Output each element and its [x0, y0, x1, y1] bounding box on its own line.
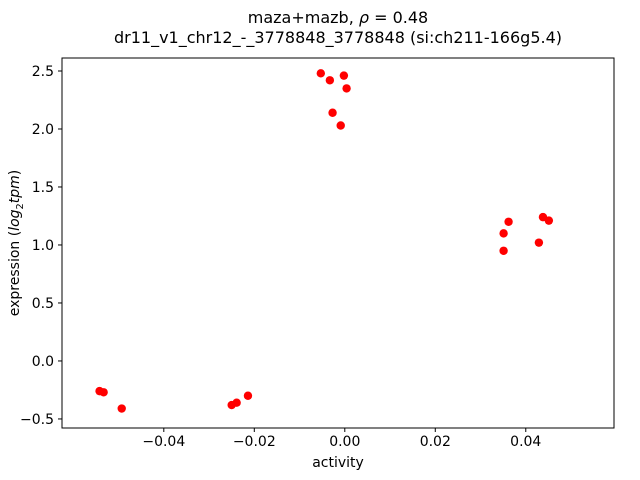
chart-subtitle: dr11_v1_chr12_-_3778848_3778848 (si:ch21… [113, 28, 563, 47]
data-point [316, 69, 326, 78]
y-axis-label-close: ) [7, 169, 23, 176]
data-point [328, 108, 337, 117]
y-tick-label: −0.5 [20, 412, 54, 428]
y-tick-label: 2.5 [32, 64, 54, 80]
x-tick-label: −0.02 [233, 434, 276, 450]
title-rho-symbol: ρ [358, 8, 370, 27]
title-text: maza+mazb, [247, 8, 359, 27]
y-axis-label-tpm: tpm [7, 175, 23, 204]
data-point [544, 216, 554, 225]
data-point [499, 229, 508, 238]
y-tick-label: 1.0 [32, 238, 54, 254]
y-axis-label-text: expression ( [7, 230, 23, 317]
axes-spines [61, 57, 615, 429]
y-axis-label-log: log [7, 209, 23, 231]
data-point [325, 76, 335, 85]
data-point [504, 217, 513, 226]
data-point [117, 404, 126, 413]
data-point [99, 388, 108, 397]
y-tick-label: 0.0 [32, 354, 54, 370]
y-tick-label: 1.5 [32, 180, 54, 196]
x-tick-label: 0.04 [510, 434, 541, 450]
x-tick-label: 0.02 [420, 434, 451, 450]
data-point [243, 391, 253, 400]
data-point [339, 71, 349, 80]
chart-title-block: maza+mazb, ρ = 0.48 dr11_v1_chr12_-_3778… [62, 8, 614, 48]
x-tick-label: 0.00 [329, 434, 360, 450]
y-axis-label: expression (log2tpm) [6, 58, 26, 428]
data-point [499, 246, 508, 255]
chart-title: maza+mazb, ρ = 0.48 [62, 8, 614, 28]
y-tick-label: 0.5 [32, 296, 54, 312]
data-point [336, 121, 345, 130]
x-tick-label: −0.04 [142, 434, 185, 450]
data-point [342, 84, 351, 93]
data-point [232, 398, 241, 407]
x-axis-label: activity [312, 455, 364, 471]
y-tick-label: 2.0 [32, 122, 54, 138]
title-value: = 0.48 [369, 8, 429, 27]
y-axis-label-subscript: 2 [14, 203, 26, 210]
data-point [534, 238, 544, 247]
